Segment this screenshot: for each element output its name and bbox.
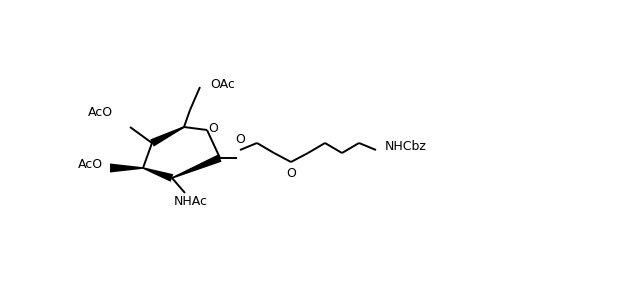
Polygon shape: [150, 126, 184, 147]
Polygon shape: [143, 167, 173, 182]
Text: NHAc: NHAc: [174, 195, 208, 208]
Text: O: O: [235, 133, 245, 146]
Polygon shape: [110, 164, 143, 172]
Text: OAc: OAc: [210, 77, 235, 91]
Text: O: O: [208, 122, 218, 134]
Polygon shape: [172, 154, 222, 179]
Text: NHCbz: NHCbz: [385, 140, 427, 152]
Text: O: O: [286, 167, 296, 180]
Text: AcO: AcO: [77, 158, 102, 172]
Text: AcO: AcO: [87, 106, 112, 118]
